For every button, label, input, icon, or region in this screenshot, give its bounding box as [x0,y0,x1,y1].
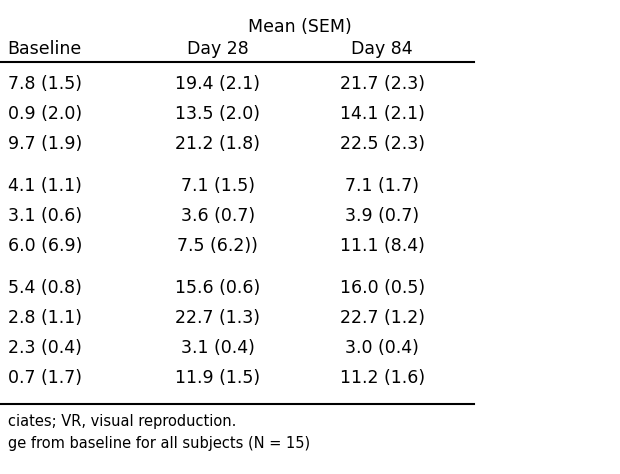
Text: 11.9 (1.5): 11.9 (1.5) [175,369,260,387]
Text: 22.7 (1.3): 22.7 (1.3) [175,309,260,327]
Text: 3.1 (0.4): 3.1 (0.4) [181,339,255,357]
Text: Day 84: Day 84 [352,40,413,58]
Text: 13.5 (2.0): 13.5 (2.0) [175,105,260,123]
Text: 3.9 (0.7): 3.9 (0.7) [345,207,419,225]
Text: 19.4 (2.1): 19.4 (2.1) [175,75,260,93]
Text: 15.6 (0.6): 15.6 (0.6) [175,279,260,297]
Text: 9.7 (1.9): 9.7 (1.9) [7,135,82,153]
Text: 0.9 (2.0): 0.9 (2.0) [7,105,82,123]
Text: 4.1 (1.1): 4.1 (1.1) [7,177,81,195]
Text: Baseline: Baseline [7,40,82,58]
Text: 6.0 (6.9): 6.0 (6.9) [7,237,82,255]
Text: 7.8 (1.5): 7.8 (1.5) [7,75,82,93]
Text: 2.3 (0.4): 2.3 (0.4) [7,339,81,357]
Text: 3.0 (0.4): 3.0 (0.4) [345,339,419,357]
Text: 22.5 (2.3): 22.5 (2.3) [340,135,425,153]
Text: 3.1 (0.6): 3.1 (0.6) [7,207,82,225]
Text: 7.5 (6.2)): 7.5 (6.2)) [177,237,259,255]
Text: 7.1 (1.5): 7.1 (1.5) [181,177,255,195]
Text: 22.7 (1.2): 22.7 (1.2) [340,309,425,327]
Text: ge from baseline for all subjects (N = 15): ge from baseline for all subjects (N = 1… [7,436,310,451]
Text: 14.1 (2.1): 14.1 (2.1) [340,105,425,123]
Text: 11.1 (8.4): 11.1 (8.4) [340,237,425,255]
Text: 11.2 (1.6): 11.2 (1.6) [340,369,425,387]
Text: 5.4 (0.8): 5.4 (0.8) [7,279,81,297]
Text: Day 28: Day 28 [187,40,249,58]
Text: 16.0 (0.5): 16.0 (0.5) [340,279,425,297]
Text: 7.1 (1.7): 7.1 (1.7) [345,177,419,195]
Text: 21.2 (1.8): 21.2 (1.8) [175,135,260,153]
Text: 0.7 (1.7): 0.7 (1.7) [7,369,82,387]
Text: 2.8 (1.1): 2.8 (1.1) [7,309,82,327]
Text: 21.7 (2.3): 21.7 (2.3) [340,75,425,93]
Text: Mean (SEM): Mean (SEM) [248,18,352,36]
Text: 3.6 (0.7): 3.6 (0.7) [181,207,255,225]
Text: ciates; VR, visual reproduction.: ciates; VR, visual reproduction. [7,414,236,429]
